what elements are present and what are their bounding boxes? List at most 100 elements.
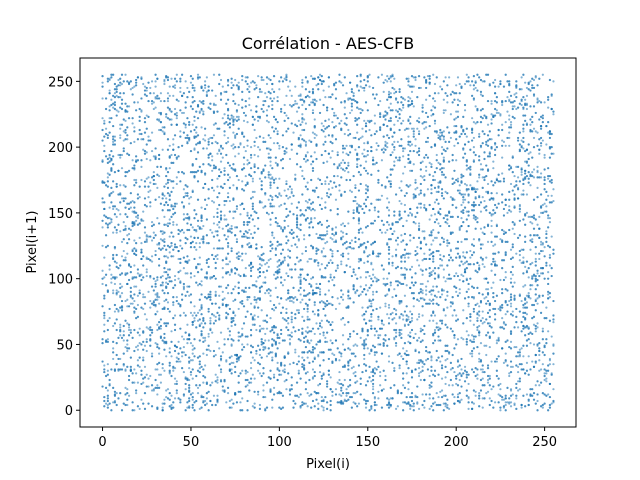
scatter-point bbox=[168, 347, 171, 350]
scatter-point bbox=[532, 343, 536, 346]
scatter-point bbox=[423, 127, 426, 130]
scatter-point bbox=[463, 198, 467, 201]
scatter-point bbox=[207, 138, 210, 141]
scatter-point bbox=[440, 173, 444, 176]
scatter-point bbox=[407, 256, 410, 259]
scatter-point bbox=[405, 349, 408, 353]
scatter-point bbox=[532, 127, 536, 130]
scatter-point bbox=[502, 398, 506, 401]
scatter-point bbox=[147, 327, 150, 330]
scatter-point bbox=[175, 380, 178, 383]
scatter-point bbox=[425, 289, 428, 292]
scatter-point bbox=[382, 388, 385, 391]
scatter-point bbox=[246, 298, 249, 301]
scatter-point bbox=[175, 111, 178, 115]
scatter-point bbox=[219, 78, 223, 82]
scatter-point bbox=[417, 299, 421, 303]
scatter-point bbox=[280, 203, 283, 207]
scatter-point bbox=[310, 163, 313, 166]
scatter-point bbox=[103, 256, 106, 259]
scatter-point bbox=[402, 347, 405, 350]
scatter-point bbox=[221, 276, 224, 279]
scatter-point bbox=[481, 243, 484, 246]
scatter-point bbox=[290, 188, 293, 191]
scatter-point bbox=[159, 381, 162, 384]
scatter-point bbox=[264, 332, 267, 336]
scatter-point bbox=[188, 259, 191, 262]
scatter-point bbox=[387, 90, 391, 93]
scatter-point bbox=[142, 210, 145, 213]
scatter-point bbox=[345, 394, 348, 397]
scatter-point bbox=[453, 124, 456, 128]
scatter-point bbox=[518, 355, 521, 358]
scatter-point bbox=[313, 118, 316, 121]
scatter-point bbox=[232, 143, 235, 146]
scatter-point bbox=[536, 223, 539, 226]
scatter-point bbox=[156, 217, 159, 220]
scatter-point bbox=[216, 177, 219, 180]
scatter-point bbox=[211, 155, 214, 158]
scatter-point bbox=[175, 356, 178, 359]
scatter-point bbox=[343, 378, 346, 382]
scatter-point bbox=[214, 140, 217, 143]
scatter-point bbox=[143, 344, 147, 347]
scatter-point bbox=[131, 210, 134, 213]
scatter-point bbox=[545, 205, 548, 208]
scatter-point bbox=[501, 103, 504, 107]
scatter-point bbox=[366, 347, 369, 350]
scatter-point bbox=[297, 94, 300, 97]
scatter-point bbox=[467, 334, 470, 337]
scatter-point bbox=[363, 89, 366, 92]
scatter-point bbox=[455, 84, 458, 87]
scatter-point bbox=[239, 401, 242, 404]
scatter-point bbox=[271, 196, 274, 199]
scatter-point bbox=[209, 319, 212, 322]
scatter-point bbox=[515, 107, 518, 111]
scatter-point bbox=[204, 134, 207, 137]
scatter-point bbox=[373, 334, 376, 337]
scatter-point bbox=[456, 373, 460, 376]
scatter-point bbox=[205, 397, 208, 400]
scatter-point bbox=[483, 297, 486, 300]
scatter-point bbox=[304, 122, 307, 125]
scatter-point bbox=[271, 103, 274, 107]
scatter-point bbox=[315, 322, 318, 325]
scatter-point bbox=[354, 392, 357, 395]
scatter-point bbox=[356, 202, 359, 205]
scatter-point bbox=[306, 392, 309, 395]
scatter-point bbox=[538, 359, 541, 362]
scatter-point bbox=[133, 368, 136, 371]
scatter-point bbox=[435, 190, 438, 193]
scatter-point bbox=[306, 326, 309, 329]
scatter-point bbox=[324, 182, 327, 186]
scatter-point bbox=[129, 328, 132, 332]
scatter-point bbox=[532, 78, 536, 82]
scatter-point bbox=[402, 314, 405, 317]
scatter-point bbox=[329, 259, 332, 262]
scatter-point bbox=[326, 240, 329, 243]
scatter-point bbox=[440, 264, 444, 267]
scatter-point bbox=[407, 315, 410, 318]
scatter-point bbox=[481, 406, 484, 409]
scatter-point bbox=[347, 98, 350, 101]
scatter-point bbox=[432, 269, 435, 272]
scatter-point bbox=[301, 315, 304, 318]
scatter-point bbox=[506, 110, 509, 113]
scatter-point bbox=[458, 228, 461, 232]
scatter-point bbox=[228, 176, 231, 179]
scatter-point bbox=[430, 188, 433, 191]
scatter-point bbox=[548, 363, 552, 366]
scatter-point bbox=[359, 336, 362, 339]
scatter-point bbox=[458, 292, 461, 295]
scatter-point bbox=[375, 255, 378, 258]
scatter-point bbox=[278, 302, 281, 305]
scatter-point bbox=[462, 251, 465, 254]
scatter-point bbox=[150, 80, 154, 83]
scatter-point bbox=[317, 264, 320, 267]
scatter-point bbox=[253, 295, 256, 299]
scatter-point bbox=[173, 278, 177, 282]
scatter-point bbox=[352, 372, 355, 375]
scatter-point bbox=[403, 98, 407, 101]
scatter-point bbox=[110, 221, 113, 224]
scatter-point bbox=[481, 176, 484, 179]
